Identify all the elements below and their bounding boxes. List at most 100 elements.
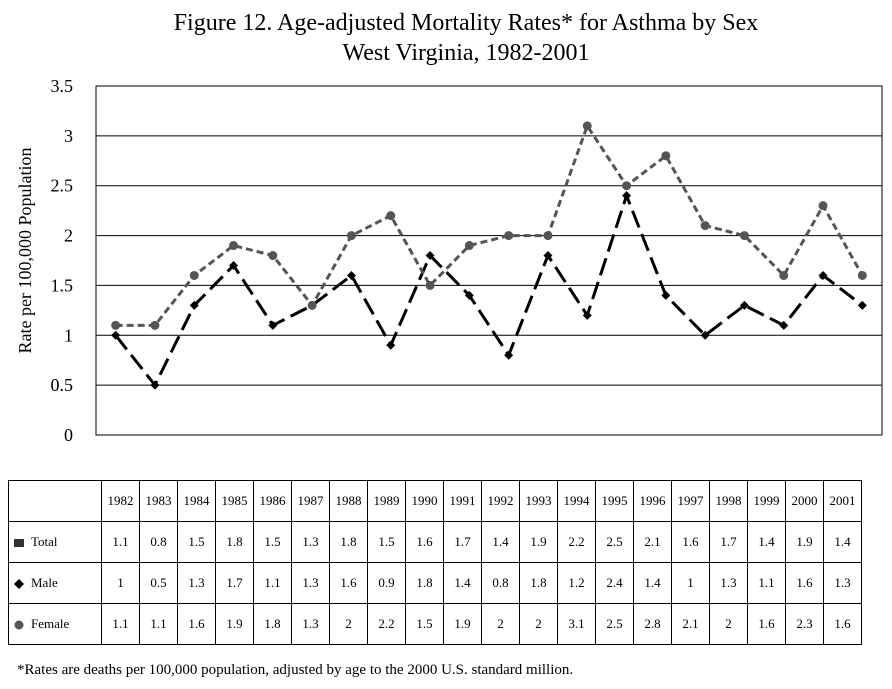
table-year-header: 1995 (595, 480, 634, 522)
data-point-male (386, 340, 396, 350)
table-year-header: 1999 (747, 480, 786, 522)
table-year-header: 1988 (329, 480, 368, 522)
series-line-male (114, 191, 864, 388)
table-cell: 1.3 (709, 562, 748, 604)
data-point-female (818, 201, 828, 211)
data-point-female (346, 231, 356, 241)
table-cell: 1.6 (747, 603, 786, 645)
data-point-female (464, 241, 474, 251)
table-cell: 1.6 (177, 603, 216, 645)
row-label-text: Female (31, 616, 70, 631)
table-cell: 0.8 (481, 562, 520, 604)
table-corner-cell (8, 480, 102, 522)
table-cell: 0.5 (139, 562, 178, 604)
table-year-header: 1994 (557, 480, 596, 522)
table-row-label: Male (8, 562, 102, 604)
data-point-female (661, 151, 671, 161)
table-cell: 1.8 (253, 603, 292, 645)
line-chart: 0 0.5 1 1.5 2 2.5 3 3.5 Rate per 100,000 Populat… (15, 76, 883, 445)
data-point-female (700, 221, 710, 231)
data-table: 1982 1983 1984 1985 1986 1987 1988 1989 1990 1991… (8, 480, 862, 645)
data-point-male (425, 251, 435, 261)
y-tick-label: 0.5 (51, 375, 74, 395)
table-year-header: 1996 (633, 480, 672, 522)
data-point-female (622, 181, 632, 191)
table-cell: 2 (481, 603, 520, 645)
chart-title-line1: Figure 12. Age-adjusted Mortality Rates*… (173, 10, 759, 36)
table-cell: 1.8 (405, 562, 444, 604)
data-point-male (779, 320, 789, 330)
table-year-header: 1992 (481, 480, 520, 522)
row-label-text: Male (31, 575, 58, 590)
table-cell: 2.5 (595, 521, 634, 563)
table-year-header: 1984 (177, 480, 216, 522)
data-point-male (229, 260, 239, 270)
legend-square-icon (14, 539, 24, 548)
data-point-male (622, 191, 632, 201)
table-cell: 1.9 (519, 521, 558, 563)
table-cell: 1.9 (443, 603, 482, 645)
table-cell: 1.3 (177, 562, 216, 604)
table-year-header: 1989 (367, 480, 406, 522)
y-axis-label: Rate per 100,000 Population (15, 148, 35, 354)
table-year-header: 1990 (405, 480, 444, 522)
table-cell: 1.8 (329, 521, 368, 563)
table-year-header: 1991 (443, 480, 482, 522)
table-cell: 1.4 (443, 562, 482, 604)
table-cell: 1.7 (215, 562, 254, 604)
table-year-header: 2001 (823, 480, 862, 522)
data-point-female (779, 270, 789, 280)
data-point-female (543, 231, 553, 241)
data-point-male (582, 310, 592, 320)
data-point-male (504, 350, 514, 360)
data-point-male (189, 300, 199, 310)
y-tick-label: 2.5 (51, 176, 74, 196)
chart-title-line2: West Virginia, 1982-2001 (342, 40, 590, 66)
data-point-male (111, 330, 121, 340)
table-row: Total 1.1 0.8 1.5 1.8 1.5 1.3 1.8 1.5 1.6 1.7 1.4 1.… (8, 521, 862, 563)
data-point-male (661, 290, 671, 300)
table-year-header: 1998 (709, 480, 748, 522)
table-cell: 1.6 (785, 562, 824, 604)
data-point-female (268, 251, 278, 261)
table-row-label: Female (8, 603, 102, 645)
table-year-header: 1985 (215, 480, 254, 522)
table-cell: 0.8 (139, 521, 178, 563)
table-cell: 2.4 (595, 562, 634, 604)
data-point-female (739, 231, 749, 241)
table-cell: 1.4 (747, 521, 786, 563)
y-tick-label: 2 (64, 226, 73, 246)
table-cell: 1.9 (785, 521, 824, 563)
table-cell: 2.5 (595, 603, 634, 645)
data-point-female (582, 121, 592, 131)
table-cell: 1.1 (747, 562, 786, 604)
table-cell: 2 (519, 603, 558, 645)
data-point-male (346, 270, 356, 280)
table-year-header: 2000 (785, 480, 824, 522)
data-point-female (150, 320, 160, 330)
table-cell: 1.1 (101, 521, 140, 563)
table-cell: 2 (329, 603, 368, 645)
table-cell: 0.9 (367, 562, 406, 604)
data-point-male (150, 380, 160, 390)
data-point-male (268, 320, 278, 330)
table-year-header: 1982 (101, 480, 140, 522)
table-cell: 2.8 (633, 603, 672, 645)
table-cell: 1.3 (291, 521, 330, 563)
table-cell: 1 (101, 562, 140, 604)
table-cell: 1.2 (557, 562, 596, 604)
table-year-header: 1987 (291, 480, 330, 522)
data-point-male (464, 290, 474, 300)
table-cell: 1.4 (481, 521, 520, 563)
table-cell: 1.1 (139, 603, 178, 645)
data-point-female (189, 270, 199, 280)
data-point-female (229, 241, 239, 251)
table-year-header: 1997 (671, 480, 710, 522)
data-point-female (857, 270, 867, 280)
y-tick-label: 3.5 (51, 76, 74, 96)
table-cell: 1.6 (823, 603, 862, 645)
data-point-female (111, 320, 121, 330)
y-tick-label: 1.5 (51, 275, 74, 295)
table-header-row: 1982 1983 1984 1985 1986 1987 1988 1989 1990 1991… (8, 480, 862, 522)
table-cell: 1 (671, 562, 710, 604)
